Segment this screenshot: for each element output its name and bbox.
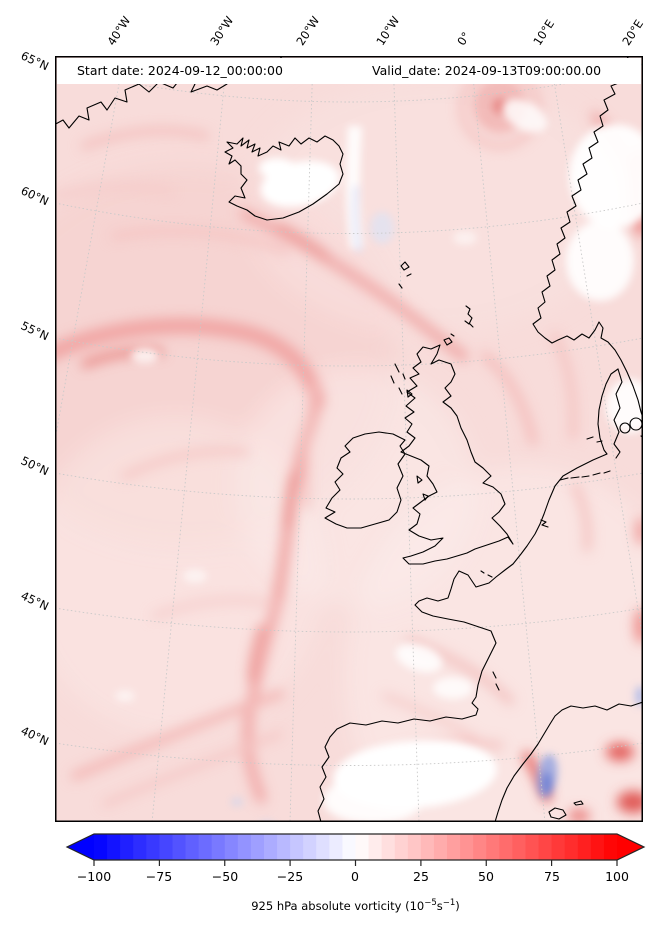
cb-label-0: 0: [351, 869, 359, 884]
latitude-axis: 65°N 60°N 55°N 50°N 45°N 40°N: [0, 0, 55, 936]
lon-tick-20w: 20°W: [293, 13, 323, 49]
map-canvas: [55, 56, 643, 822]
colorbar-ticks: [93, 860, 618, 866]
caption-suffix: ): [455, 899, 460, 913]
lat-tick-40n: 40°N: [18, 723, 51, 749]
colorbar-right-arrow: [617, 834, 644, 860]
vorticity-minima: [115, 56, 643, 822]
colorbar: [65, 833, 646, 866]
lon-tick-30w: 30°W: [207, 13, 237, 49]
cb-label-neg75: −75: [145, 869, 173, 884]
cb-label-50: 50: [478, 869, 494, 884]
lon-tick-0: 0°: [454, 29, 474, 48]
lat-tick-65n: 65°N: [18, 48, 51, 74]
caption-prefix: 925 hPa absolute vorticity (10: [251, 899, 425, 913]
lon-tick-10w: 10°W: [373, 13, 403, 49]
lat-tick-55n: 55°N: [18, 318, 51, 344]
cb-label-neg50: −50: [211, 869, 239, 884]
lon-tick-20e: 20°E: [619, 17, 647, 48]
cb-label-neg100: −100: [76, 869, 112, 884]
cb-label-75: 75: [544, 869, 560, 884]
colorbar-left-arrow: [67, 834, 94, 860]
vorticity-broad-tones: [55, 76, 643, 822]
lon-tick-10e: 10°E: [530, 17, 558, 48]
graticule: [55, 56, 643, 822]
lon-tick-40w: 40°W: [104, 13, 134, 49]
colorbar-gradient: [94, 834, 618, 860]
longitude-axis: 40°W 30°W 20°W 10°W 0° 10°E 20°E: [0, 0, 659, 56]
caption-mid: s: [436, 899, 443, 913]
cb-label-100: 100: [605, 869, 629, 884]
caption-exponent-2: −1: [442, 898, 456, 909]
colorbar-caption: 925 hPa absolute vorticity (10−5s−1): [60, 899, 651, 914]
date-header: Start date: 2024-09-12_00:00:00 Valid_da…: [57, 58, 641, 84]
cb-label-25: 25: [413, 869, 429, 884]
map-panel: Start date: 2024-09-12_00:00:00 Valid_da…: [55, 56, 643, 822]
start-date-label: Start date: 2024-09-12_00:00:00: [77, 63, 283, 78]
valid-date-label: Valid_date: 2024-09-13T09:00:00.00: [372, 63, 602, 78]
map-border: [55, 56, 643, 822]
lat-tick-50n: 50°N: [18, 453, 51, 479]
lat-tick-45n: 45°N: [18, 588, 51, 614]
caption-exponent-1: −5: [424, 898, 437, 909]
lat-tick-60n: 60°N: [18, 183, 51, 209]
cb-label-neg25: −25: [276, 869, 304, 884]
